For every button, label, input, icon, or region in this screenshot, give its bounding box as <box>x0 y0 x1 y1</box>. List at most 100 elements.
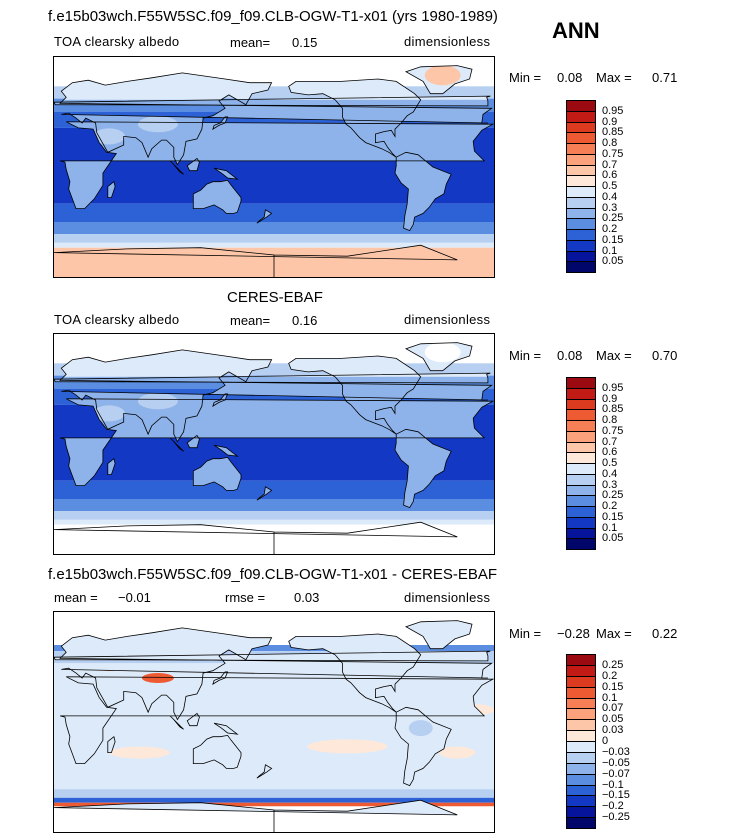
coastline <box>169 160 184 175</box>
mean-value: 0.16 <box>292 313 318 328</box>
colorbar-swatch <box>566 261 596 273</box>
colorbar-tick-label: 0.8 <box>602 414 618 426</box>
colorbar-tick-label: 0.25 <box>602 658 624 671</box>
coastline <box>256 209 273 224</box>
field-band <box>54 797 494 803</box>
units-label: dimensionless <box>404 34 491 49</box>
min-value: −0.28 <box>557 626 590 641</box>
min-value: 0.08 <box>557 70 583 85</box>
colorbar-tick-label: 0.07 <box>602 702 624 715</box>
coastline <box>107 735 116 753</box>
coastline <box>60 398 494 486</box>
coastline <box>54 650 491 662</box>
colorbar-tick-label: 0.15 <box>602 233 624 246</box>
field-anomaly <box>424 342 461 363</box>
max-value: 0.71 <box>652 70 678 85</box>
colorbar-tick-label: 0.1 <box>602 691 618 704</box>
colorbar-tick-label: 0.5 <box>602 180 618 192</box>
colorbar-swatch <box>566 538 596 550</box>
coastline <box>54 372 491 384</box>
field-anomaly <box>439 746 476 759</box>
field-band <box>54 242 494 248</box>
colorbar-tick-label: −0.07 <box>602 767 630 780</box>
coastline <box>288 78 422 158</box>
coastline <box>212 671 229 685</box>
field-band <box>54 645 494 652</box>
coastline <box>394 706 452 787</box>
map-field <box>54 57 494 277</box>
coastline <box>54 521 458 554</box>
coastline <box>59 349 493 443</box>
colorbar-tick-label: 0.8 <box>602 137 618 149</box>
max-value: 0.22 <box>652 626 678 641</box>
colorbar-tick-label: 0.4 <box>602 467 618 480</box>
colorbar-tick-label: 0.75 <box>602 424 624 437</box>
map-field <box>54 612 494 832</box>
coastline <box>405 342 473 372</box>
colorbar-tick-label: 0.75 <box>602 147 624 160</box>
coastline <box>256 486 273 501</box>
field-anomaly <box>109 746 170 759</box>
mean-value: 0.15 <box>292 35 318 50</box>
mean-label: mean = <box>54 590 98 605</box>
max-label: Max = <box>596 348 632 363</box>
colorbar-tick-label: 0.95 <box>602 381 624 394</box>
coastline <box>186 434 200 449</box>
colorbar-tick-label: 0.1 <box>602 521 618 534</box>
mean-label: mean= <box>230 35 271 50</box>
field-band <box>54 222 494 235</box>
colorbar-tick-label: 0.2 <box>602 669 618 682</box>
colorbar-tick-label: 0.95 <box>602 104 624 117</box>
map-panel <box>53 611 495 833</box>
coastline <box>405 65 473 95</box>
coastline <box>107 180 116 198</box>
mean-label: mean= <box>230 313 271 328</box>
min-value: 0.08 <box>557 348 583 363</box>
colorbar-tick-label: −0.05 <box>602 756 630 769</box>
field-band <box>54 802 494 807</box>
colorbar: 0.25 0.2 0.15 0.1 0.07 0.05 0.03 0 −0.03 −0.05 −0.… <box>566 654 630 829</box>
colorbar-tick-label: 0.15 <box>602 510 624 523</box>
colorbar-tick-label: 0.1 <box>602 244 618 257</box>
coastline <box>288 633 422 713</box>
coastline <box>256 764 273 779</box>
coastline <box>213 167 239 180</box>
min-label: Min = <box>509 348 542 363</box>
max-label: Max = <box>596 626 632 641</box>
map-field <box>54 334 494 554</box>
coastline <box>192 179 242 214</box>
coastline <box>186 157 200 172</box>
colorbar-tick-label: −0.15 <box>602 789 630 802</box>
colorbar-tick-label: 0.15 <box>602 680 624 693</box>
coastline <box>288 355 422 435</box>
max-value: 0.70 <box>652 348 678 363</box>
season-label: ANN <box>552 18 600 43</box>
colorbar-tick-label: 0 <box>602 735 609 747</box>
colorbar-tick-label: 0.05 <box>602 532 624 545</box>
colorbar-tick-label: 0.2 <box>602 500 618 512</box>
colorbar-tick-label: 0.7 <box>602 435 618 448</box>
colorbar-tick-label: 0.2 <box>602 223 618 235</box>
coastline <box>107 457 116 475</box>
colorbar-tick-label: 0.05 <box>602 713 624 726</box>
coastline <box>405 620 473 650</box>
field-anomaly <box>428 66 457 83</box>
coastline <box>213 722 239 735</box>
colorbar-tick-label: 0.03 <box>602 724 624 737</box>
colorbar-tick-label: −0.25 <box>602 811 630 824</box>
coastline <box>59 627 493 721</box>
field-band <box>54 234 494 243</box>
colorbar: 0.95 0.9 0.85 0.8 0.75 0.7 0.6 0.5 0.4 0.3 0.25 0.2… <box>566 100 623 273</box>
coastline <box>60 121 494 209</box>
colorbar-tick-label: 0.4 <box>602 190 618 203</box>
colorbar-tick-label: 0.85 <box>602 126 624 139</box>
panel-title: CERES-EBAF <box>227 289 323 306</box>
field-band <box>54 789 494 798</box>
panel-title: f.e15b03wch.F55W5SC.f09_f09.CLB-OGW-T1-x… <box>48 8 498 25</box>
coastline <box>394 151 452 232</box>
colorbar-tick-label: 0.9 <box>602 115 618 128</box>
field-band <box>54 480 494 499</box>
units-label: dimensionless <box>404 590 491 605</box>
colorbar-tick-label: −0.2 <box>602 800 624 813</box>
coastline <box>192 456 242 491</box>
